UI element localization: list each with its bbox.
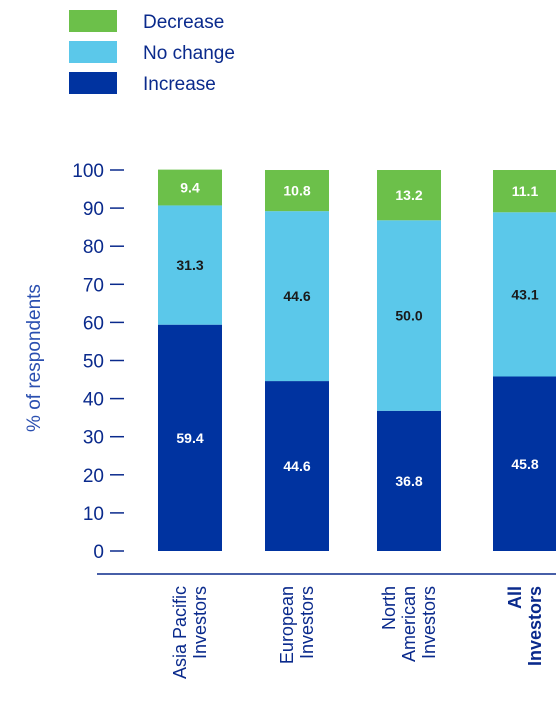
data-label: 36.8 [395,473,422,489]
category-label-line: Asia Pacific [170,586,190,679]
category-label-line: North [379,586,399,630]
legend: Decrease No change Increase [69,10,235,95]
data-label: 59.4 [176,430,203,446]
category-label: Asia Pacific Investors [170,586,210,679]
data-label: 10.8 [283,183,310,199]
data-label: 11.1 [512,183,539,199]
data-label: 13.2 [395,187,422,203]
legend-swatch-increase [69,72,117,94]
data-label: 43.1 [511,286,538,302]
data-label: 45.8 [511,456,538,472]
bar-segment-no-change [493,212,556,377]
bar-segment-increase [377,410,441,551]
bar-segment-increase [158,324,222,551]
category-label: All Investors [505,586,545,666]
category-label-line: Investors [297,586,317,659]
data-label: 50.0 [395,308,422,324]
bar-segment-decrease [377,170,441,221]
y-tick-label: 90 [83,199,104,220]
category-label-line: Investors [525,586,545,666]
data-label: 44.6 [283,458,310,474]
category-label-line: European [277,586,297,664]
category-label: North American Investors [379,586,439,662]
y-tick-label: 100 [72,161,104,182]
category-label-line: All [505,586,525,609]
y-tick-label: 30 [83,428,104,449]
y-axis-label: % of respondents [24,284,45,432]
y-tick-label: 40 [83,390,104,411]
category-label-line: Investors [419,586,439,659]
bar-segment-no-change [377,220,441,411]
bar-segment-no-change [265,211,329,382]
y-tick-label: 80 [83,237,104,258]
y-axis: 0 10 20 30 40 50 60 70 80 90 100 [72,161,124,563]
y-tick-label: 60 [83,313,104,334]
y-tick-label: 20 [83,466,104,487]
bar-segment-increase [265,381,329,551]
data-label: 31.3 [176,257,203,273]
category-labels: Asia Pacific Investors European Investors No… [170,586,545,679]
bar-segment-decrease [265,170,329,212]
y-tick-label: 70 [83,275,104,296]
bar-segment-decrease [158,169,222,206]
legend-label: Increase [143,74,216,95]
bar-segment-no-change [158,205,222,325]
legend-label: No change [143,43,235,64]
legend-swatch-no-change [69,41,117,63]
bars: 59.4 31.3 9.4 44.6 44.6 10.8 36.8 50.0 13.2 45.8 4… [158,169,556,551]
bar-segment-increase [493,376,556,551]
category-label-line: American [399,586,419,662]
bar-segment-decrease [493,170,556,213]
y-tick-label: 10 [83,504,104,525]
category-label: European Investors [277,586,317,664]
data-label: 44.6 [283,288,310,304]
legend-swatch-decrease [69,10,117,32]
category-label-line: Investors [190,586,210,659]
y-tick-label: 0 [93,542,104,563]
legend-label: Decrease [143,12,224,33]
y-tick-label: 50 [83,352,104,373]
data-label: 9.4 [180,180,200,196]
